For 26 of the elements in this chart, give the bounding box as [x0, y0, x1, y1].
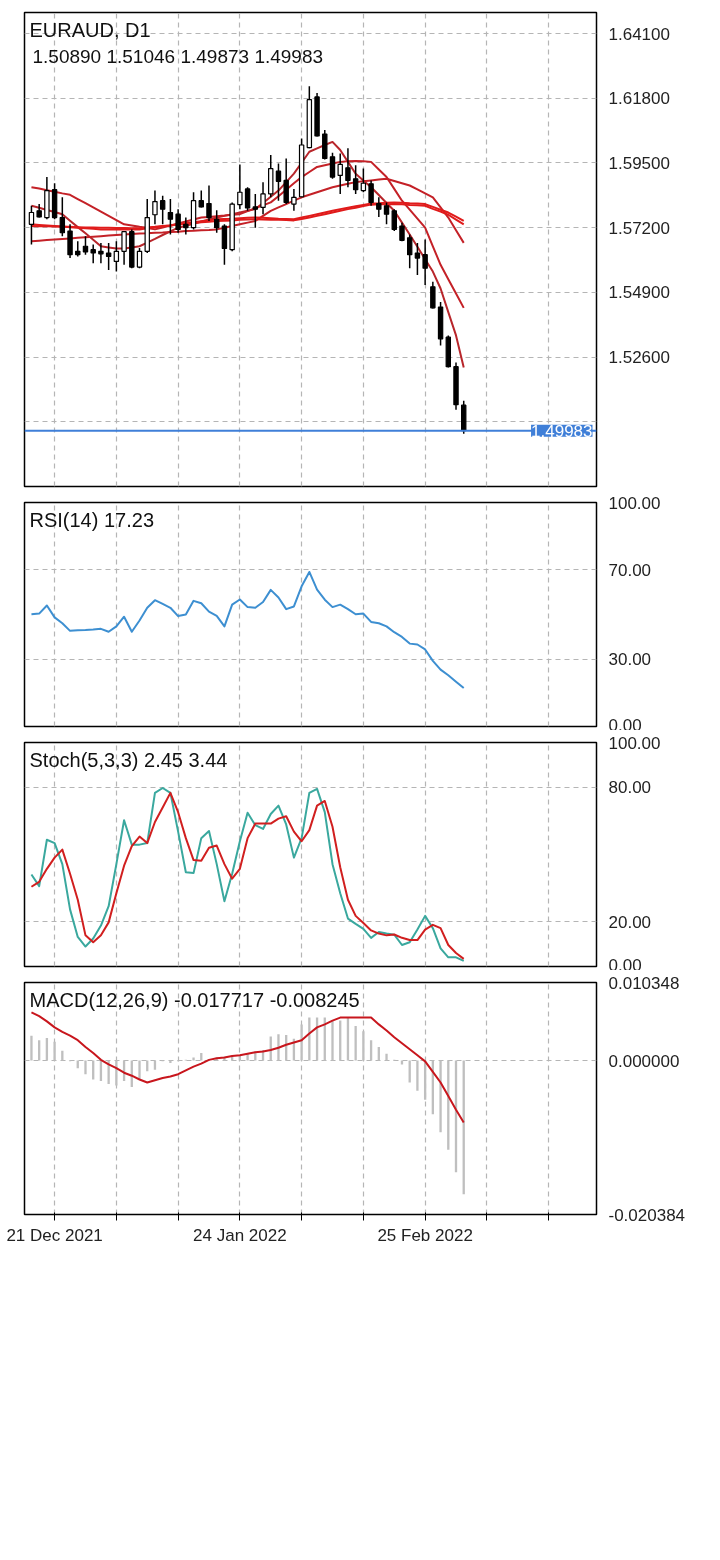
y-tick-label: 30.00: [608, 650, 652, 670]
y-tick-label: 1.52600: [608, 348, 670, 368]
y-tick-label: 1.54900: [608, 283, 670, 303]
text: 1.50890 1.51046 1.49873 1.49983: [32, 45, 324, 67]
y-tick-label: 100.00: [608, 733, 661, 753]
y-tick-label: 100.00: [608, 493, 661, 513]
chart-title: RSI(14) 17.23: [29, 508, 155, 531]
x-tick-label: 21 Dec 2021: [6, 1225, 103, 1245]
y-tick-label: 1.64100: [608, 24, 670, 44]
y-tick-label: 0.000000: [608, 1051, 680, 1071]
y-tick-label: 0.010348: [608, 973, 680, 993]
y-tick-label: 1.59500: [608, 154, 670, 173]
x-tick-label: 24 Jan 2022: [193, 1225, 287, 1245]
y-tick-label: 1.57200: [608, 218, 670, 238]
y-tick-label: 0.00: [608, 955, 642, 975]
x-tick-label: 25 Feb 2022: [377, 1225, 473, 1245]
y-tick-label: -0.020384: [608, 1205, 686, 1225]
y-tick-label: 0.00: [608, 715, 642, 735]
y-tick-label: 70.00: [608, 560, 652, 580]
y-tick-label: 80.00: [608, 778, 652, 798]
y-tick-label: 1.61800: [608, 89, 670, 109]
ref-line-label: 1.49983: [531, 421, 593, 441]
chart-title: Stoch(5,3,3) 2.45 3.44: [29, 748, 228, 771]
chart-title: EURAUD, D1: [29, 18, 151, 41]
y-tick-label: 20.00: [608, 912, 652, 932]
chart-title: MACD(12,26,9) -0.017717 -0.008245: [29, 988, 360, 1011]
